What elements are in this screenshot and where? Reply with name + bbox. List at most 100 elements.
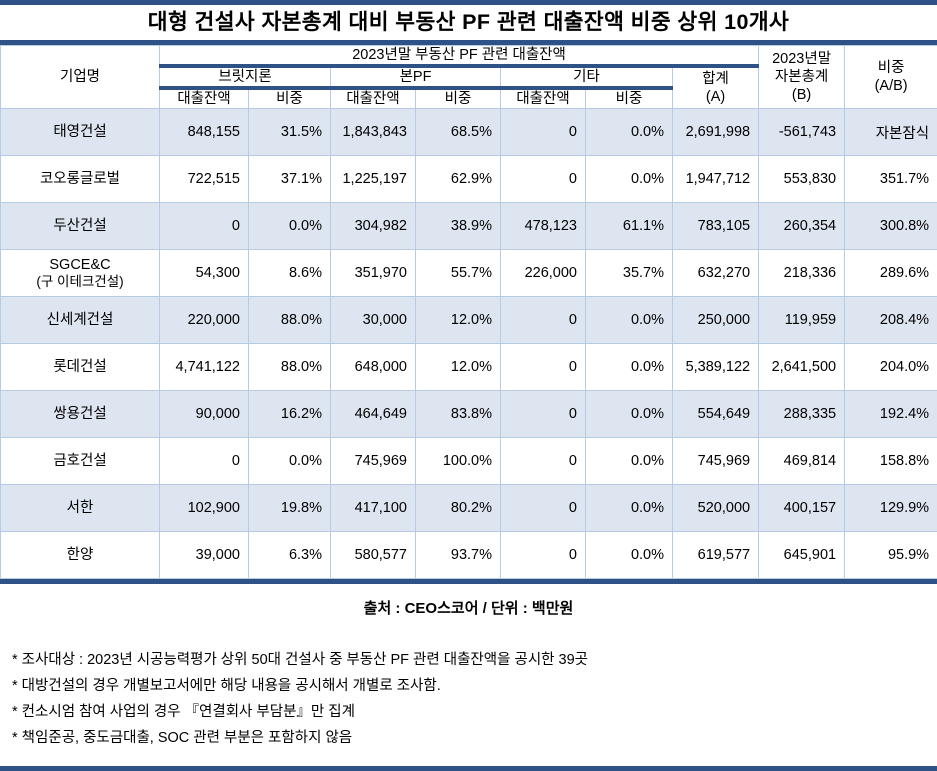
cell-etc-ratio: 0.0% — [585, 437, 673, 486]
cell-ratio-ab: 300.8% — [844, 202, 937, 251]
page-title: 대형 건설사 자본총계 대비 부동산 PF 관련 대출잔액 비중 상위 10개사 — [147, 9, 790, 34]
cell-mainpf-amount: 30,000 — [330, 296, 416, 345]
cell-bridge-ratio: 0.0% — [248, 202, 331, 251]
cell-equity-b: 288,335 — [758, 390, 846, 439]
cell-company-name: 롯데건설 — [0, 343, 160, 392]
cell-mainpf-amount: 648,000 — [330, 343, 416, 392]
cell-bridge-amount: 220,000 — [159, 296, 249, 345]
cell-total-a: 632,270 — [671, 249, 760, 298]
cell-company-name: 쌍용건설 — [0, 390, 160, 439]
cell-equity-b: 553,830 — [758, 155, 846, 204]
cell-bridge-ratio: 6.3% — [248, 531, 331, 580]
cell-mainpf-amount: 304,982 — [330, 202, 416, 251]
table-row: 태영건설 848,155 31.5% 1,843,843 68.5% 0 0.0% 2,691… — [0, 108, 937, 157]
cell-bridge-ratio: 8.6% — [248, 249, 331, 298]
header-etc-amount: 대출잔액 — [500, 87, 586, 110]
cell-mainpf-ratio: 68.5% — [415, 108, 501, 157]
cell-company-name: 한양 — [0, 531, 160, 580]
cell-equity-b: 218,336 — [758, 249, 846, 298]
header-row-3: 대출잔액 비중 대출잔액 비중 대출잔액 비중 — [1, 87, 937, 110]
table-row: 금호건설 0 0.0% 745,969 100.0% 0 0.0% 745,969 469,81… — [0, 437, 937, 486]
header-group-bridge-loan: 브릿지론 — [159, 65, 331, 91]
header-equity-total: 2023년말 자본총계 (B) — [758, 44, 846, 110]
cell-bridge-ratio: 16.2% — [248, 390, 331, 439]
cell-etc-amount: 0 — [500, 390, 586, 439]
cell-etc-ratio: 35.7% — [585, 249, 673, 298]
cell-etc-ratio: 0.0% — [585, 108, 673, 157]
cell-mainpf-ratio: 12.0% — [415, 343, 501, 392]
cell-equity-b: 119,959 — [758, 296, 846, 345]
cell-company-name: 코오롱글로벌 — [0, 155, 160, 204]
data-table-container: 기업명 2023년말 부동산 PF 관련 대출잔액 2023년말 자본총계 (B… — [0, 40, 937, 585]
cell-equity-b: 645,901 — [758, 531, 846, 580]
header-row-1: 기업명 2023년말 부동산 PF 관련 대출잔액 2023년말 자본총계 (B… — [0, 44, 937, 110]
header-bridge-ratio: 비중 — [248, 87, 331, 110]
cell-etc-ratio: 61.1% — [585, 202, 673, 251]
cell-total-a: 745,969 — [671, 437, 760, 486]
cell-mainpf-ratio: 100.0% — [415, 437, 501, 486]
cell-equity-b: -561,743 — [758, 108, 846, 157]
cell-bridge-amount: 0 — [159, 202, 249, 251]
cell-mainpf-amount: 1,225,197 — [330, 155, 416, 204]
cell-etc-amount: 0 — [500, 296, 586, 345]
cell-bridge-amount: 90,000 — [159, 390, 249, 439]
cell-mainpf-ratio: 83.8% — [415, 390, 501, 439]
cell-bridge-amount: 0 — [159, 437, 249, 486]
cell-company-name: 금호건설 — [0, 437, 160, 486]
pf-loan-table: 기업명 2023년말 부동산 PF 관련 대출잔액 2023년말 자본총계 (B… — [0, 44, 937, 580]
footnote-item: * 책임준공, 중도금대출, SOC 관련 부분은 포함하지 않음 — [12, 729, 353, 746]
cell-total-a: 619,577 — [671, 531, 760, 580]
footnote-item: * 컨소시엄 참여 사업의 경우 『연결회사 부담분』만 집계 — [12, 703, 355, 720]
cell-bridge-ratio: 88.0% — [248, 343, 331, 392]
header-equity-line1: 2023년말 — [772, 51, 832, 67]
cell-bridge-amount: 39,000 — [159, 531, 249, 580]
cell-total-a: 250,000 — [671, 296, 760, 345]
header-group-main-pf: 본PF — [330, 65, 501, 91]
cell-etc-amount: 0 — [500, 531, 586, 580]
cell-ratio-ab: 자본잠식 — [844, 108, 937, 157]
cell-ratio-ab: 208.4% — [844, 296, 937, 345]
header-ratio-line1: 비중 — [877, 60, 905, 77]
cell-mainpf-amount: 464,649 — [330, 390, 416, 439]
header-ratio-ab: 비중 (A/B) — [844, 44, 937, 110]
cell-total-a: 554,649 — [671, 390, 760, 439]
cell-etc-ratio: 0.0% — [585, 531, 673, 580]
header-total-line1: 합계 — [702, 71, 729, 88]
cell-mainpf-amount: 351,970 — [330, 249, 416, 298]
cell-company-name: SGCE&C (구 이테크건설) — [0, 249, 160, 298]
cell-bridge-amount: 848,155 — [159, 108, 249, 157]
cell-equity-b: 260,354 — [758, 202, 846, 251]
cell-bridge-ratio: 37.1% — [248, 155, 331, 204]
cell-company-name: 태영건설 — [0, 108, 160, 157]
cell-etc-ratio: 0.0% — [585, 155, 673, 204]
cell-mainpf-ratio: 80.2% — [415, 484, 501, 533]
bottom-accent-rule — [0, 766, 937, 771]
cell-etc-amount: 0 — [500, 437, 586, 486]
cell-bridge-amount: 4,741,122 — [159, 343, 249, 392]
cell-etc-ratio: 0.0% — [585, 343, 673, 392]
cell-mainpf-amount: 745,969 — [330, 437, 416, 486]
cell-ratio-ab: 192.4% — [844, 390, 937, 439]
cell-etc-amount: 0 — [500, 484, 586, 533]
cell-bridge-ratio: 0.0% — [248, 437, 331, 486]
cell-mainpf-amount: 580,577 — [330, 531, 416, 580]
cell-etc-amount: 0 — [500, 343, 586, 392]
cell-mainpf-ratio: 38.9% — [415, 202, 501, 251]
cell-bridge-amount: 722,515 — [159, 155, 249, 204]
footnote-item: * 조사대상 : 2023년 시공능력평가 상위 50대 건설사 중 부동산 P… — [12, 652, 588, 669]
cell-mainpf-ratio: 93.7% — [415, 531, 501, 580]
cell-equity-b: 2,641,500 — [758, 343, 846, 392]
header-total-a: 합계 (A) — [671, 65, 760, 110]
cell-etc-ratio: 0.0% — [585, 484, 673, 533]
cell-etc-amount: 478,123 — [500, 202, 586, 251]
header-company-name: 기업명 — [0, 44, 160, 110]
cell-bridge-ratio: 31.5% — [248, 108, 331, 157]
cell-ratio-ab: 95.9% — [844, 531, 937, 580]
table-row: 쌍용건설 90,000 16.2% 464,649 83.8% 0 0.0% 554,649 2… — [0, 390, 937, 439]
header-group-pf-loan: 2023년말 부동산 PF 관련 대출잔액 — [158, 45, 760, 69]
cell-ratio-ab: 158.8% — [844, 437, 937, 486]
table-head: 기업명 2023년말 부동산 PF 관련 대출잔액 2023년말 자본총계 (B… — [0, 44, 937, 110]
cell-total-a: 1,947,712 — [671, 155, 760, 204]
cell-etc-amount: 0 — [500, 155, 586, 204]
